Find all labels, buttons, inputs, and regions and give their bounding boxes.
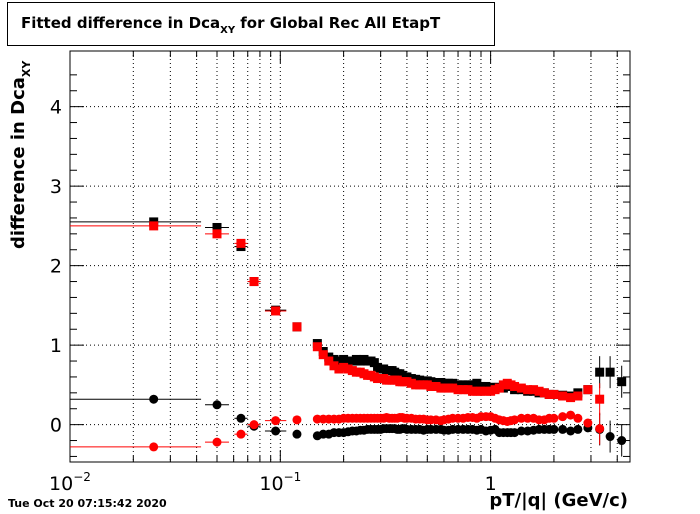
data-point — [236, 413, 246, 423]
x-tick-label: 10−1 — [259, 470, 301, 495]
data-point — [539, 388, 549, 398]
y-tick-label: 4 — [50, 97, 62, 119]
data-point — [534, 386, 544, 396]
data-point — [573, 413, 583, 423]
series-3 — [70, 410, 605, 452]
data-point — [236, 429, 246, 439]
data-point — [149, 221, 159, 231]
data-point — [558, 412, 568, 422]
x-axis-label: pT/|q| (GeV/c) — [489, 490, 628, 511]
data-point — [583, 385, 593, 395]
data-point — [605, 432, 615, 442]
data-point — [448, 378, 458, 388]
data-point — [595, 424, 605, 434]
data-point — [605, 367, 615, 377]
data-point — [566, 426, 576, 436]
chart-title: Fitted difference in DcaXY for Global Re… — [21, 14, 440, 36]
y-axis-label: difference in DcaXY — [8, 61, 33, 249]
data-point — [249, 420, 259, 430]
data-point — [249, 277, 259, 287]
series-1 — [70, 221, 605, 416]
data-point — [549, 413, 559, 423]
data-point — [318, 350, 328, 360]
data-point — [334, 356, 344, 366]
y-axis-label-subscript: XY — [20, 60, 33, 78]
data-point — [149, 442, 159, 452]
data-point — [212, 229, 222, 239]
data-point — [558, 391, 568, 401]
data-point — [369, 358, 379, 368]
data-point — [595, 367, 605, 377]
data-point — [448, 383, 458, 393]
y-axis-label-main: difference in Dca — [8, 77, 29, 249]
data-point — [453, 385, 463, 395]
data-point — [566, 410, 576, 420]
x-tick-label-exponent: −2 — [73, 470, 91, 484]
data-point — [212, 222, 222, 232]
y-tick-label: 0 — [50, 415, 62, 437]
chart-title-box: Fitted difference in DcaXY for Global Re… — [7, 2, 495, 46]
data-point — [324, 356, 334, 366]
data-point — [334, 364, 344, 374]
data-point — [510, 415, 520, 425]
data-point — [617, 377, 627, 387]
data-point — [292, 322, 302, 332]
x-tick-label: 10−2 — [49, 470, 91, 495]
data-point — [458, 385, 468, 395]
data-point — [329, 361, 339, 371]
data-point — [431, 381, 441, 391]
data-point — [549, 389, 559, 399]
data-point — [516, 426, 526, 436]
data-point — [558, 424, 568, 434]
data-point — [523, 385, 533, 395]
data-point — [149, 394, 159, 404]
data-point — [329, 354, 339, 364]
data-point — [481, 386, 491, 396]
y-tick-label: 2 — [50, 256, 62, 278]
data-point — [617, 436, 627, 446]
x-tick-label-base: 10 — [259, 473, 283, 495]
y-tick-label: 1 — [50, 335, 62, 357]
chart-title-subscript: XY — [220, 25, 236, 36]
chart-title-suffix: for Global Rec All EtapT — [235, 14, 441, 32]
data-point — [510, 381, 520, 391]
plot-frame — [69, 50, 631, 463]
data-point — [236, 238, 246, 248]
data-point — [458, 380, 468, 390]
data-point — [463, 380, 473, 390]
x-tick-label: 1 — [485, 473, 497, 495]
data-point — [510, 428, 520, 438]
data-point — [212, 400, 222, 410]
x-tick-label-base: 10 — [49, 473, 73, 495]
data-point — [573, 424, 583, 434]
data-point — [271, 426, 281, 436]
data-point — [529, 385, 539, 395]
data-point — [426, 381, 436, 391]
data-point — [544, 389, 554, 399]
data-point — [292, 415, 302, 425]
data-point — [463, 385, 473, 395]
data-point — [516, 413, 526, 423]
data-point — [595, 394, 605, 404]
data-point — [271, 306, 281, 316]
data-point — [212, 437, 222, 447]
data-point — [516, 383, 526, 393]
x-tick-label-exponent: −1 — [284, 470, 302, 484]
data-point — [312, 342, 322, 352]
data-point — [476, 386, 486, 396]
data-point — [271, 416, 281, 426]
data-point — [573, 391, 583, 401]
data-point — [476, 381, 486, 391]
data-point — [453, 380, 463, 390]
data-point — [549, 424, 559, 434]
chart-title-prefix: Fitted difference in Dca — [21, 14, 221, 32]
data-point — [583, 418, 593, 428]
data-point — [566, 393, 576, 403]
data-point — [481, 381, 491, 391]
data-point — [292, 429, 302, 439]
timestamp: Tue Oct 20 07:15:42 2020 — [8, 497, 167, 510]
y-tick-label: 3 — [50, 176, 62, 198]
